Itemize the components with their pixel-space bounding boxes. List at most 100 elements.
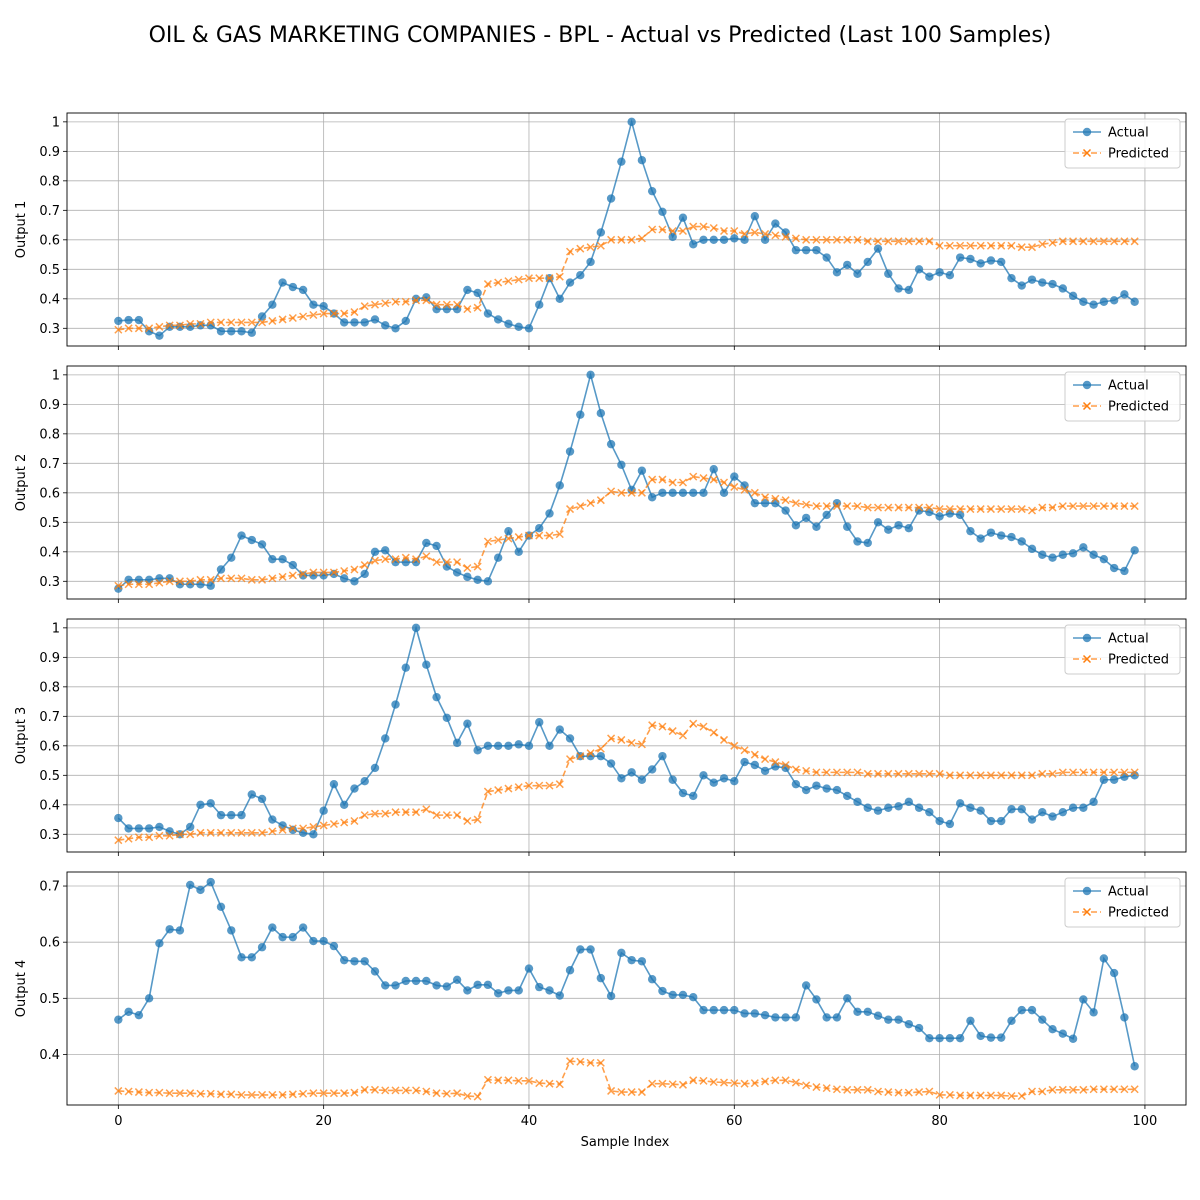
data-point-predicted xyxy=(1058,237,1067,246)
data-point-actual xyxy=(1048,553,1057,562)
marker-stroke xyxy=(832,235,841,244)
marker-stroke xyxy=(175,577,184,586)
data-point-actual xyxy=(216,565,226,574)
data-point-actual xyxy=(935,268,944,277)
data-point-predicted xyxy=(124,580,133,589)
data-point-actual xyxy=(1099,554,1109,564)
subplot-1: 0.3 0.4 0.5 0.6 0.7 0.8 0.9 1 Output 1 Actual Pred… xyxy=(14,112,1187,350)
marker-stroke xyxy=(175,830,184,839)
marker-stroke xyxy=(658,225,667,234)
data-point-actual xyxy=(771,498,780,508)
subplot-3: 0.3 0.4 0.5 0.6 0.7 0.8 0.9 1 Output 3 Actual Pred… xyxy=(14,618,1187,856)
data-point-actual xyxy=(401,316,410,326)
data-point-predicted xyxy=(237,1090,246,1099)
subplots: 0.3 0.4 0.5 0.6 0.7 0.8 0.9 1 Output 1 Actual Pred… xyxy=(14,112,1187,1129)
marker-stroke xyxy=(884,769,893,778)
data-point-actual xyxy=(216,810,226,820)
marker-stroke xyxy=(956,241,965,250)
marker-stroke xyxy=(730,1079,739,1088)
marker-stroke xyxy=(1027,1087,1037,1096)
data-point-predicted xyxy=(740,485,749,494)
marker-stroke xyxy=(719,478,729,487)
y-tick-label: 0.8 xyxy=(39,427,60,442)
data-point-actual xyxy=(268,554,277,564)
data-point-predicted xyxy=(586,243,595,252)
data-point-predicted xyxy=(319,1089,328,1098)
marker-stroke xyxy=(186,830,195,839)
data-point-predicted xyxy=(761,229,770,238)
marker-stroke xyxy=(483,537,492,546)
marker-stroke xyxy=(309,1089,318,1098)
marker-stroke xyxy=(165,831,174,840)
data-point-actual xyxy=(288,932,298,942)
data-point-actual xyxy=(391,981,400,990)
data-point-actual xyxy=(237,531,246,540)
marker-stroke xyxy=(566,505,575,514)
y-tick-label: 0.5 xyxy=(39,516,60,531)
marker-stroke xyxy=(627,235,636,244)
marker-stroke xyxy=(124,580,133,589)
data-point-actual xyxy=(227,926,236,935)
data-point-actual xyxy=(863,803,872,812)
data-point-actual xyxy=(257,312,267,321)
marker-stroke xyxy=(227,828,236,837)
data-point-predicted xyxy=(668,1080,677,1089)
marker-stroke xyxy=(134,833,143,842)
marker-stroke xyxy=(381,299,390,308)
marker-stroke xyxy=(699,722,708,731)
data-point-actual xyxy=(155,939,164,948)
data-point-predicted xyxy=(1099,1085,1108,1094)
data-point-actual xyxy=(801,981,811,990)
data-point-actual xyxy=(873,1011,883,1020)
data-point-predicted xyxy=(884,503,893,512)
data-point-predicted xyxy=(124,324,133,333)
data-point-predicted xyxy=(555,530,564,539)
data-point-predicted xyxy=(247,828,256,837)
data-point-predicted xyxy=(863,769,872,778)
data-point-actual xyxy=(401,976,410,986)
data-point-actual xyxy=(884,1015,893,1024)
y-tick-label: 1 xyxy=(52,368,60,383)
data-point-actual xyxy=(894,521,903,530)
y-tick-label: 1 xyxy=(52,621,60,636)
data-point-actual xyxy=(997,257,1006,267)
data-point-predicted xyxy=(175,1089,184,1098)
marker-stroke xyxy=(761,229,770,238)
marker-stroke xyxy=(956,771,965,780)
data-point-actual xyxy=(1109,563,1119,573)
data-point-predicted xyxy=(658,225,667,234)
data-point-actual xyxy=(627,485,636,495)
data-point-predicted xyxy=(1089,1085,1098,1094)
data-point-predicted xyxy=(689,1076,698,1085)
data-point-actual xyxy=(545,509,554,518)
marker-stroke xyxy=(309,568,318,577)
data-point-actual xyxy=(576,410,585,419)
data-point-actual xyxy=(114,813,123,823)
legend-marker-actual xyxy=(1082,127,1092,137)
data-point-predicted xyxy=(832,1085,841,1094)
data-point-actual xyxy=(483,980,493,990)
data-point-predicted xyxy=(524,531,534,540)
data-point-predicted xyxy=(761,755,770,764)
data-point-predicted xyxy=(1099,502,1108,511)
data-point-actual xyxy=(401,557,410,567)
data-point-predicted xyxy=(391,555,400,564)
data-point-predicted xyxy=(216,574,226,583)
data-point-actual xyxy=(1017,1005,1026,1015)
data-point-actual xyxy=(319,571,328,580)
marker-stroke xyxy=(586,499,595,508)
data-point-actual xyxy=(124,824,133,833)
data-point-actual xyxy=(144,824,154,833)
marker-stroke xyxy=(791,1078,800,1087)
data-point-actual xyxy=(555,294,564,304)
data-point-actual xyxy=(709,465,718,474)
marker-stroke xyxy=(1130,1085,1139,1094)
marker-stroke xyxy=(648,721,657,730)
marker-stroke xyxy=(196,319,205,328)
data-point-actual xyxy=(904,1019,914,1029)
data-point-actual xyxy=(843,522,852,531)
marker-stroke xyxy=(288,824,297,833)
data-point-actual xyxy=(617,157,626,166)
marker-stroke xyxy=(360,1085,369,1094)
y-tick-label: 0.7 xyxy=(39,880,60,895)
